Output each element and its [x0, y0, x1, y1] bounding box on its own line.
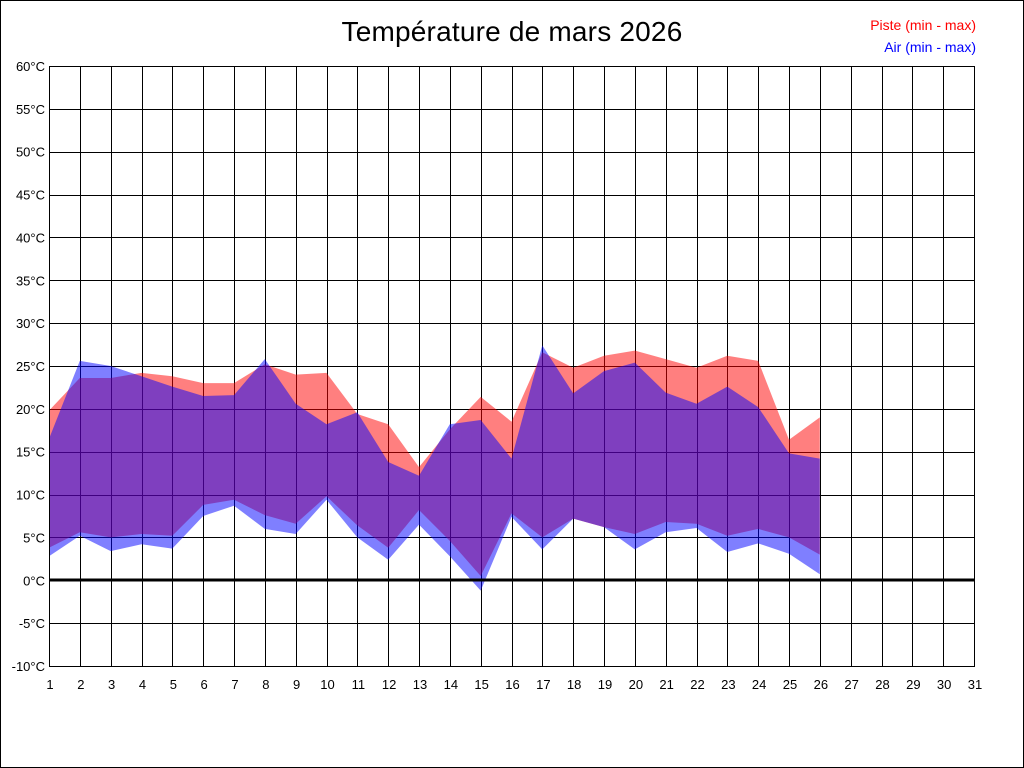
y-tick-label: 30°C: [16, 316, 45, 331]
x-tick-label: 15: [474, 677, 488, 692]
x-tick-label: 14: [444, 677, 458, 692]
x-tick-label: 31: [968, 677, 982, 692]
x-tick-labels: 1 2 3 4 5 6 7 8 9 10 11 12 13 14 15 16 17 18 19 20 21 22 23 24 2…: [46, 677, 982, 692]
series-air-area: [49, 345, 820, 591]
series-areas: [49, 345, 820, 591]
x-tick-label: 17: [536, 677, 550, 692]
y-tick-label: 20°C: [16, 402, 45, 417]
x-tick-label: 1: [46, 677, 53, 692]
x-tick-label: 11: [352, 677, 366, 692]
x-tick-label: 29: [906, 677, 920, 692]
legend-piste: Piste (min - max): [870, 17, 976, 33]
y-tick-label: 15°C: [16, 445, 45, 460]
x-tick-label: 22: [690, 677, 704, 692]
x-tick-label: 7: [231, 677, 238, 692]
y-tick-label: 35°C: [16, 273, 45, 288]
x-tick-label: 24: [752, 677, 766, 692]
x-tick-label: 26: [814, 677, 828, 692]
y-tick-label: 55°C: [16, 102, 45, 117]
x-tick-label: 27: [844, 677, 858, 692]
y-tick-labels: 60°C 55°C 50°C 45°C 40°C 35°C 30°C 25°C 20°C 15°C…: [12, 59, 45, 674]
x-tick-label: 4: [139, 677, 146, 692]
y-tick-label: 10°C: [16, 488, 45, 503]
x-tick-label: 25: [783, 677, 797, 692]
y-tick-label: 45°C: [16, 188, 45, 203]
x-tick-label: 3: [108, 677, 115, 692]
x-tick-label: 5: [170, 677, 177, 692]
x-tick-label: 19: [598, 677, 612, 692]
chart-title: Température de mars 2026: [341, 16, 683, 47]
grid: [49, 66, 975, 667]
x-tick-label: 20: [629, 677, 643, 692]
x-tick-label: 12: [382, 677, 396, 692]
y-tick-label: 60°C: [16, 59, 45, 74]
legend: Piste (min - max) Air (min - max): [870, 14, 976, 58]
x-tick-label: 28: [875, 677, 889, 692]
y-tick-label: 25°C: [16, 359, 45, 374]
x-tick-label: 21: [659, 677, 673, 692]
x-tick-label: 6: [201, 677, 208, 692]
legend-air: Air (min - max): [884, 39, 976, 55]
y-tick-label: -5°C: [19, 616, 45, 631]
x-tick-label: 13: [413, 677, 427, 692]
x-tick-label: 9: [293, 677, 300, 692]
plot-border: [49, 66, 975, 667]
y-tick-label: -10°C: [12, 659, 45, 674]
x-tick-label: 18: [567, 677, 581, 692]
y-tick-label: 50°C: [16, 145, 45, 160]
y-tick-label: 40°C: [16, 230, 45, 245]
axes: [49, 66, 975, 667]
y-tick-label: 0°C: [23, 573, 45, 588]
x-tick-label: 16: [505, 677, 519, 692]
x-tick-label: 23: [721, 677, 735, 692]
x-tick-label: 30: [937, 677, 951, 692]
x-tick-label: 10: [320, 677, 334, 692]
y-tick-label: 5°C: [23, 530, 45, 545]
x-tick-label: 8: [262, 677, 269, 692]
x-tick-label: 2: [77, 677, 84, 692]
